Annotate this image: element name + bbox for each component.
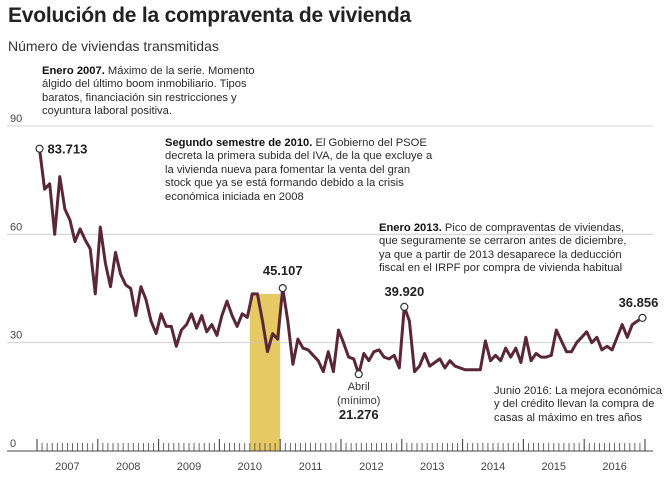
y-tick-label: 30: [10, 330, 22, 342]
series-line: [38, 147, 644, 376]
annotation-2007: Enero 2007. Máximo de la serie. Momento …: [42, 65, 257, 119]
annotation-2013: Enero 2013. Pico de compraventas de vivi…: [379, 222, 634, 276]
page-subtitle: Número de viviendas transmitidas: [8, 38, 219, 54]
annotation-2007-bold: Enero 2007.: [42, 65, 105, 77]
callout-marker: [638, 313, 647, 323]
x-tick-label: 2007: [55, 461, 79, 473]
data-label: 83.713: [48, 142, 88, 157]
annotation-2016: Junio 2016: La mejora económica y del cr…: [494, 385, 664, 425]
annotation-2013-bold: Enero 2013.: [379, 222, 442, 234]
data-label: 39.920: [384, 284, 424, 299]
x-tick-label: 2011: [299, 461, 323, 473]
x-tick-label: 2015: [542, 461, 566, 473]
x-tick-label: 2008: [116, 461, 140, 473]
callout-marker: [400, 302, 409, 311]
annotation-2016-text: Junio 2016: La mejora económica y del cr…: [494, 385, 662, 424]
annotation-2007-text: Máximo de la serie. Momento álgido del ú…: [42, 65, 255, 118]
x-tick-label: 2010: [238, 461, 262, 473]
x-tick-label: 2016: [602, 461, 626, 473]
y-tick-label: 0: [10, 438, 16, 450]
highlight-band: [249, 293, 281, 451]
x-tick-label: 2013: [420, 461, 444, 473]
annotation-2013-text: Pico de compraventas de viviendas, que s…: [379, 222, 627, 275]
x-tick-label: 2014: [481, 461, 505, 473]
min-note-sublabel: (mínimo): [337, 395, 380, 407]
page-title: Evolución de la compraventa de vivienda: [8, 4, 412, 27]
y-tick-label: 90: [10, 113, 22, 125]
annotation-2010-bold: Segundo semestre de 2010.: [165, 137, 313, 149]
annotation-2010: Segundo semestre de 2010. El Gobierno de…: [165, 137, 435, 204]
min-note-label: Abril: [348, 381, 370, 393]
data-label: 36.856: [619, 295, 659, 310]
data-label: 21.276: [339, 407, 379, 422]
x-tick-label: 2012: [359, 461, 383, 473]
x-tick-label: 2009: [177, 461, 201, 473]
annotation-2010-text: El Gobierno del PSOE decreta la primera …: [165, 137, 433, 203]
callout-marker: [278, 284, 287, 293]
callout-marker: [35, 144, 44, 153]
y-tick-label: 60: [10, 221, 22, 233]
data-label: 45.107: [263, 263, 303, 278]
callout-marker: [354, 370, 363, 379]
